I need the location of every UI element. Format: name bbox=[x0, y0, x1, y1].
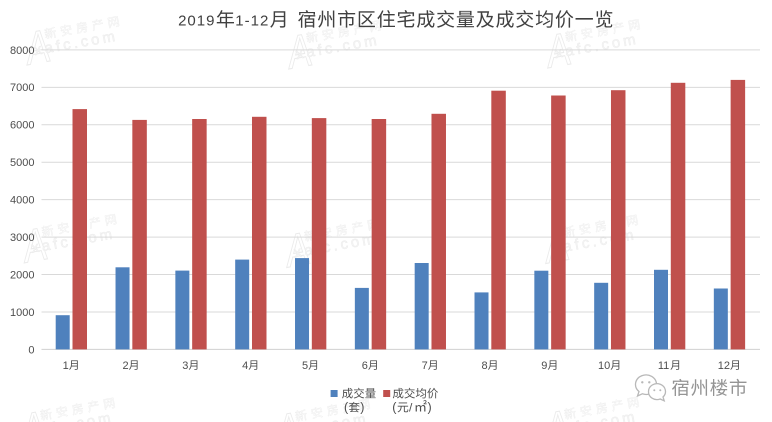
svg-text:/: / bbox=[409, 401, 413, 415]
svg-text:1000: 1000 bbox=[10, 307, 34, 319]
svg-text:2000: 2000 bbox=[10, 269, 34, 281]
svg-text:4000: 4000 bbox=[10, 195, 34, 207]
svg-text:8: 8 bbox=[481, 360, 487, 372]
svg-text:): ) bbox=[360, 401, 364, 415]
svg-text:3: 3 bbox=[182, 360, 188, 372]
svg-text:2: 2 bbox=[122, 360, 128, 372]
svg-text:5: 5 bbox=[302, 360, 308, 372]
svg-text:0: 0 bbox=[28, 344, 34, 356]
svg-text:2019: 2019 bbox=[178, 12, 215, 29]
svg-text:7: 7 bbox=[422, 360, 428, 372]
svg-text:1: 1 bbox=[63, 360, 69, 372]
svg-text:5000: 5000 bbox=[10, 157, 34, 169]
svg-text:1-12: 1-12 bbox=[235, 12, 269, 29]
svg-text:6000: 6000 bbox=[10, 120, 34, 132]
svg-text:12: 12 bbox=[718, 360, 730, 372]
svg-text:8000: 8000 bbox=[10, 45, 34, 57]
svg-text:6: 6 bbox=[362, 360, 368, 372]
svg-text:(: ( bbox=[392, 401, 397, 415]
svg-text:): ) bbox=[428, 401, 432, 415]
svg-text:3000: 3000 bbox=[10, 232, 34, 244]
svg-text:10: 10 bbox=[598, 360, 610, 372]
svg-text:11: 11 bbox=[658, 360, 669, 372]
svg-text:(: ( bbox=[344, 401, 349, 415]
svg-text:4: 4 bbox=[242, 360, 248, 372]
svg-text:7000: 7000 bbox=[10, 82, 34, 94]
svg-text:9: 9 bbox=[541, 360, 547, 372]
svg-text:A: A bbox=[539, 401, 574, 422]
